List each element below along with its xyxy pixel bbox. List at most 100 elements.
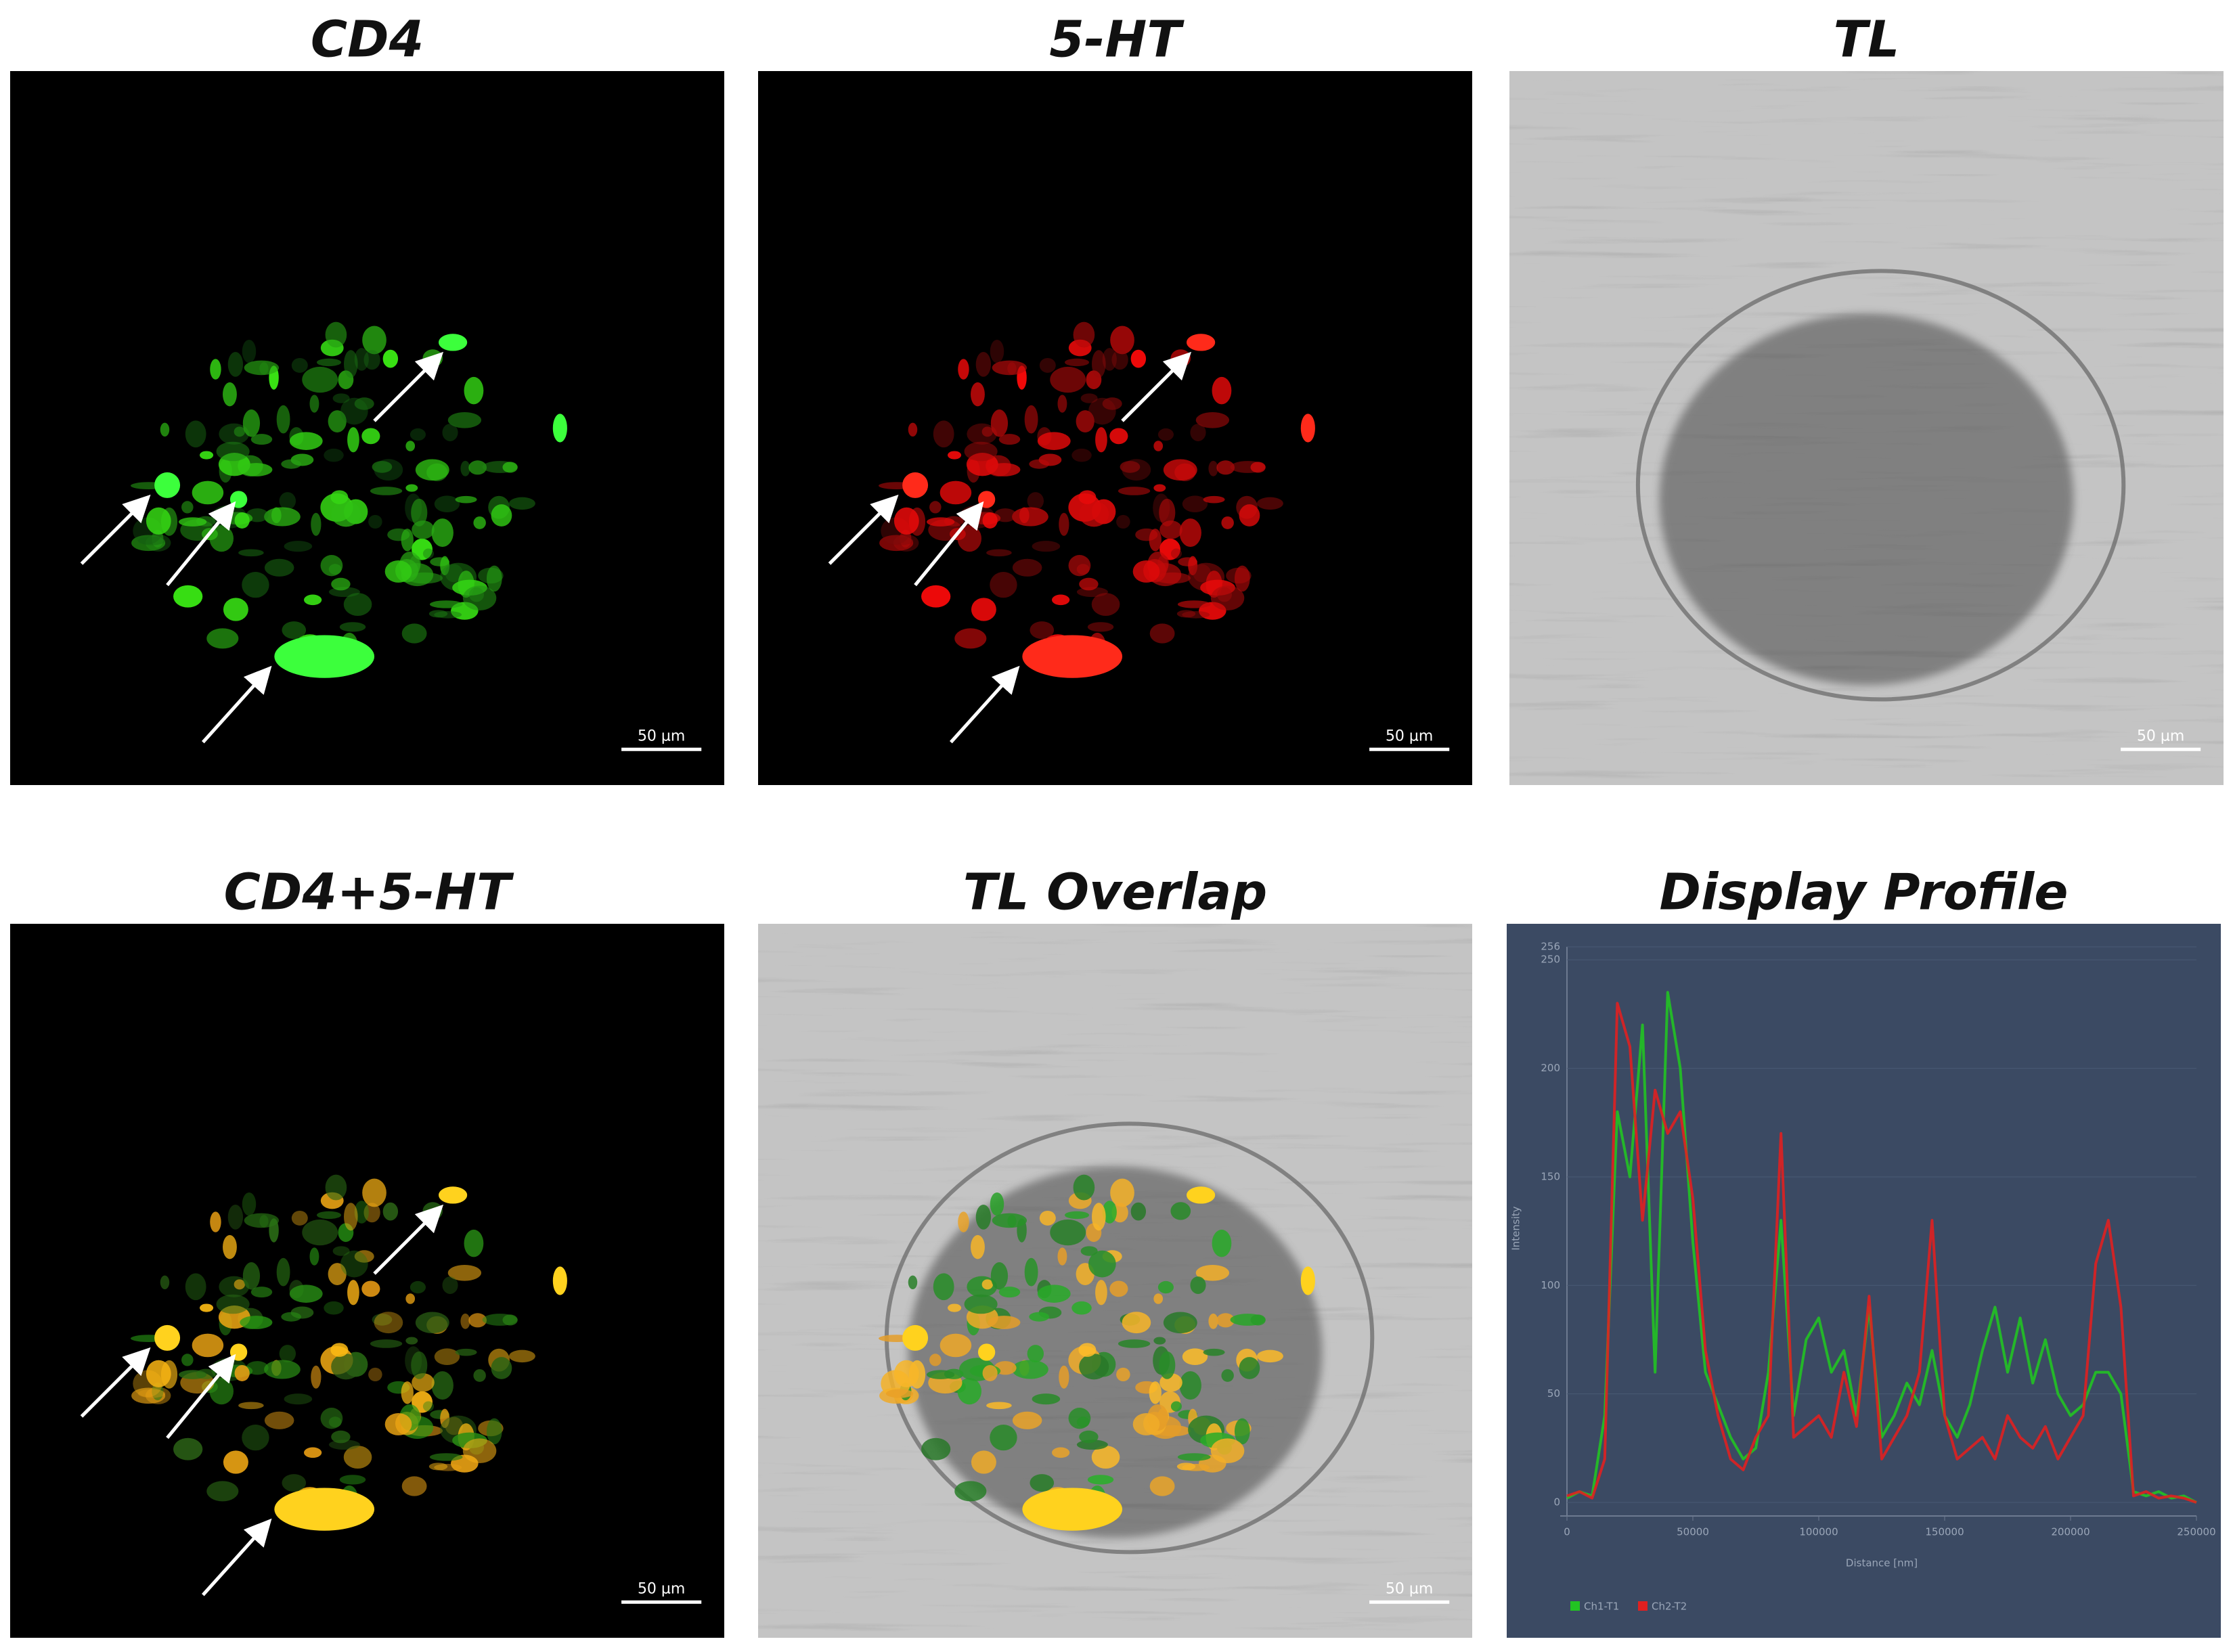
fluorescent-spot bbox=[1195, 1264, 1230, 1281]
fluorescent-spot bbox=[223, 1234, 237, 1259]
fluorescent-spot bbox=[362, 326, 386, 355]
fluorescent-spot bbox=[281, 1312, 302, 1322]
fluorescent-spot bbox=[1159, 1351, 1176, 1379]
fluorescent-spot bbox=[276, 1257, 290, 1287]
fluorescent-spot bbox=[340, 397, 368, 425]
fluorescent-spot bbox=[1110, 326, 1134, 355]
fluorescent-spot bbox=[179, 1370, 207, 1379]
fluorescent-spot bbox=[415, 1312, 449, 1334]
y-tick-label: 100 bbox=[1541, 1279, 1560, 1291]
fluorescent-spot bbox=[1221, 1369, 1234, 1382]
fluorescent-spot bbox=[428, 1463, 448, 1471]
fluorescent-spot bbox=[370, 1339, 403, 1348]
fluorescent-spot bbox=[227, 351, 244, 377]
fluorescent-spot bbox=[279, 1345, 296, 1363]
fluorescent-spot bbox=[1153, 1337, 1166, 1345]
fluorescent-spot bbox=[455, 1348, 477, 1356]
fluorescent-spot bbox=[1157, 428, 1174, 441]
fluorescent-spot bbox=[1095, 1280, 1107, 1305]
fluorescent-spot bbox=[284, 1393, 313, 1405]
fluorescent-spot bbox=[238, 549, 264, 557]
fluorescent-spot bbox=[316, 1211, 342, 1220]
fluorescent-spot bbox=[192, 481, 224, 505]
fluorescent-spot bbox=[401, 623, 427, 644]
fluorescent-spot bbox=[1157, 1280, 1174, 1294]
fluorescent-spot bbox=[1153, 441, 1164, 451]
fluorescent-spot bbox=[981, 426, 993, 437]
panel-title: CD4 bbox=[311, 11, 424, 69]
fluorescent-spot bbox=[1079, 1354, 1109, 1380]
fluorescent-spot bbox=[137, 1389, 166, 1398]
scale-bar-label: 50 µm bbox=[1386, 1580, 1433, 1597]
fluorescent-spot bbox=[1073, 321, 1095, 348]
fluorescent-spot bbox=[929, 1354, 942, 1366]
image-background bbox=[10, 924, 724, 1638]
fluorescent-spot bbox=[146, 1360, 171, 1387]
fluorescent-spot bbox=[240, 1316, 273, 1329]
fluorescent-spot bbox=[343, 593, 372, 616]
fluorescent-spot bbox=[324, 1301, 344, 1315]
chart-background bbox=[1507, 924, 2221, 1638]
fluorescent-spot bbox=[1027, 1345, 1044, 1363]
fluorescent-spot bbox=[1039, 357, 1056, 373]
fluorescent-spot bbox=[1212, 376, 1232, 405]
fluorescent-spot bbox=[242, 1192, 257, 1216]
fluorescent-spot bbox=[1118, 1339, 1151, 1348]
fluorescent-spot bbox=[992, 360, 1027, 376]
fluorescent-spot bbox=[1091, 350, 1106, 378]
fluorescent-spot bbox=[185, 1273, 206, 1301]
bright-spot bbox=[229, 1343, 248, 1361]
fluorescent-spot bbox=[1027, 492, 1044, 510]
bright-spot bbox=[1300, 1266, 1315, 1295]
fluorescent-spot bbox=[1091, 1203, 1106, 1231]
x-tick-label: 50000 bbox=[1677, 1526, 1709, 1538]
fluorescent-spot bbox=[331, 1430, 351, 1444]
fluorescent-spot bbox=[405, 484, 418, 492]
fluorescent-spot bbox=[1024, 1257, 1038, 1287]
fluorescent-spot bbox=[316, 358, 342, 367]
fluorescent-spot bbox=[1032, 541, 1061, 552]
image-background bbox=[758, 71, 1472, 785]
fluorescent-spot bbox=[431, 1371, 454, 1400]
fluorescent-spot bbox=[210, 359, 221, 380]
fluorescent-spot bbox=[1109, 1280, 1128, 1297]
fluorescent-spot bbox=[173, 1437, 203, 1460]
fluorescent-spot bbox=[927, 1370, 955, 1379]
fluorescent-spot bbox=[291, 1210, 308, 1226]
fluorescent-spot bbox=[234, 1279, 245, 1290]
bright-spot bbox=[274, 1488, 375, 1531]
fluorescent-spot bbox=[473, 516, 486, 529]
fluorescent-spot bbox=[242, 339, 257, 363]
fluorescent-spot bbox=[1116, 1367, 1130, 1382]
fluorescent-spot bbox=[893, 507, 919, 535]
fluorescent-spot bbox=[988, 463, 1021, 476]
fluorescent-spot bbox=[1091, 593, 1120, 616]
fluorescent-spot bbox=[209, 525, 234, 552]
fluorescent-spot bbox=[361, 1280, 380, 1297]
profile-line bbox=[1566, 1002, 2197, 1504]
fluorescent-spot bbox=[137, 536, 166, 545]
fluorescent-spot bbox=[192, 1333, 224, 1358]
arrow bbox=[166, 501, 236, 587]
fluorescent-spot bbox=[975, 351, 992, 377]
fluorescent-spot bbox=[368, 1367, 382, 1382]
fluorescent-spot bbox=[264, 1411, 294, 1429]
scale-bar-label: 50 µm bbox=[638, 728, 685, 744]
fluorescent-spot bbox=[508, 1349, 535, 1363]
fluorescent-spot bbox=[1203, 495, 1225, 504]
fluorescent-spot bbox=[291, 357, 308, 373]
image-panel: 50 µm bbox=[10, 71, 724, 785]
fluorescent-spot bbox=[242, 1425, 269, 1451]
fluorescent-spot bbox=[1256, 1349, 1283, 1363]
fluorescent-spot bbox=[1122, 459, 1151, 481]
fluorescent-spot bbox=[160, 422, 170, 437]
fluorescent-spot bbox=[1059, 512, 1069, 536]
fluorescent-spot bbox=[384, 1412, 412, 1435]
x-tick-label: 150000 bbox=[1925, 1526, 1964, 1538]
fluorescent-spot bbox=[1170, 1401, 1182, 1412]
fluorescent-spot bbox=[908, 1275, 918, 1289]
fluorescent-spot bbox=[948, 451, 962, 460]
bright-spot bbox=[154, 1324, 181, 1351]
